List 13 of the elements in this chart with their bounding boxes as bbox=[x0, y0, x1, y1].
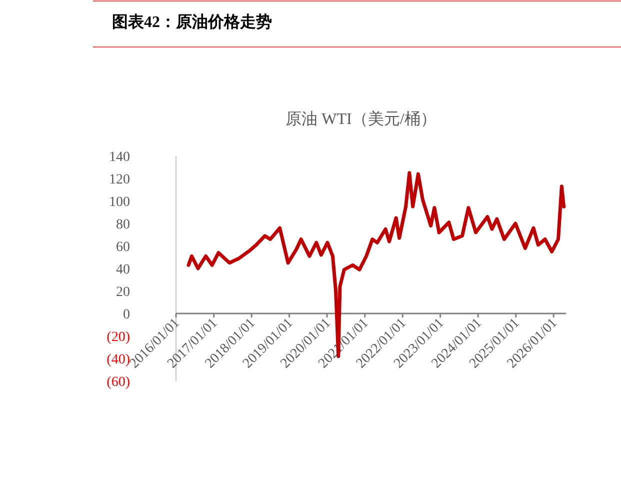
y-tick-label: (20) bbox=[106, 330, 130, 345]
y-tick-label: 100 bbox=[109, 195, 130, 210]
chart-title: 图表42：原油价格走势 bbox=[112, 13, 272, 31]
y-tick-label: 60 bbox=[116, 240, 130, 255]
y-tick-label: 0 bbox=[123, 308, 130, 322]
y-tick-label: 40 bbox=[116, 262, 130, 278]
chart-subtitle: 原油 WTI（美元/桶） bbox=[286, 110, 436, 128]
y-tick-label: 140 bbox=[109, 150, 130, 165]
y-tick-label: (40) bbox=[106, 352, 130, 368]
y-tick-label: (60) bbox=[106, 375, 130, 390]
y-tick-label: 120 bbox=[109, 172, 130, 188]
y-tick-label: 80 bbox=[116, 218, 130, 232]
y-tick-label: 20 bbox=[116, 285, 130, 300]
